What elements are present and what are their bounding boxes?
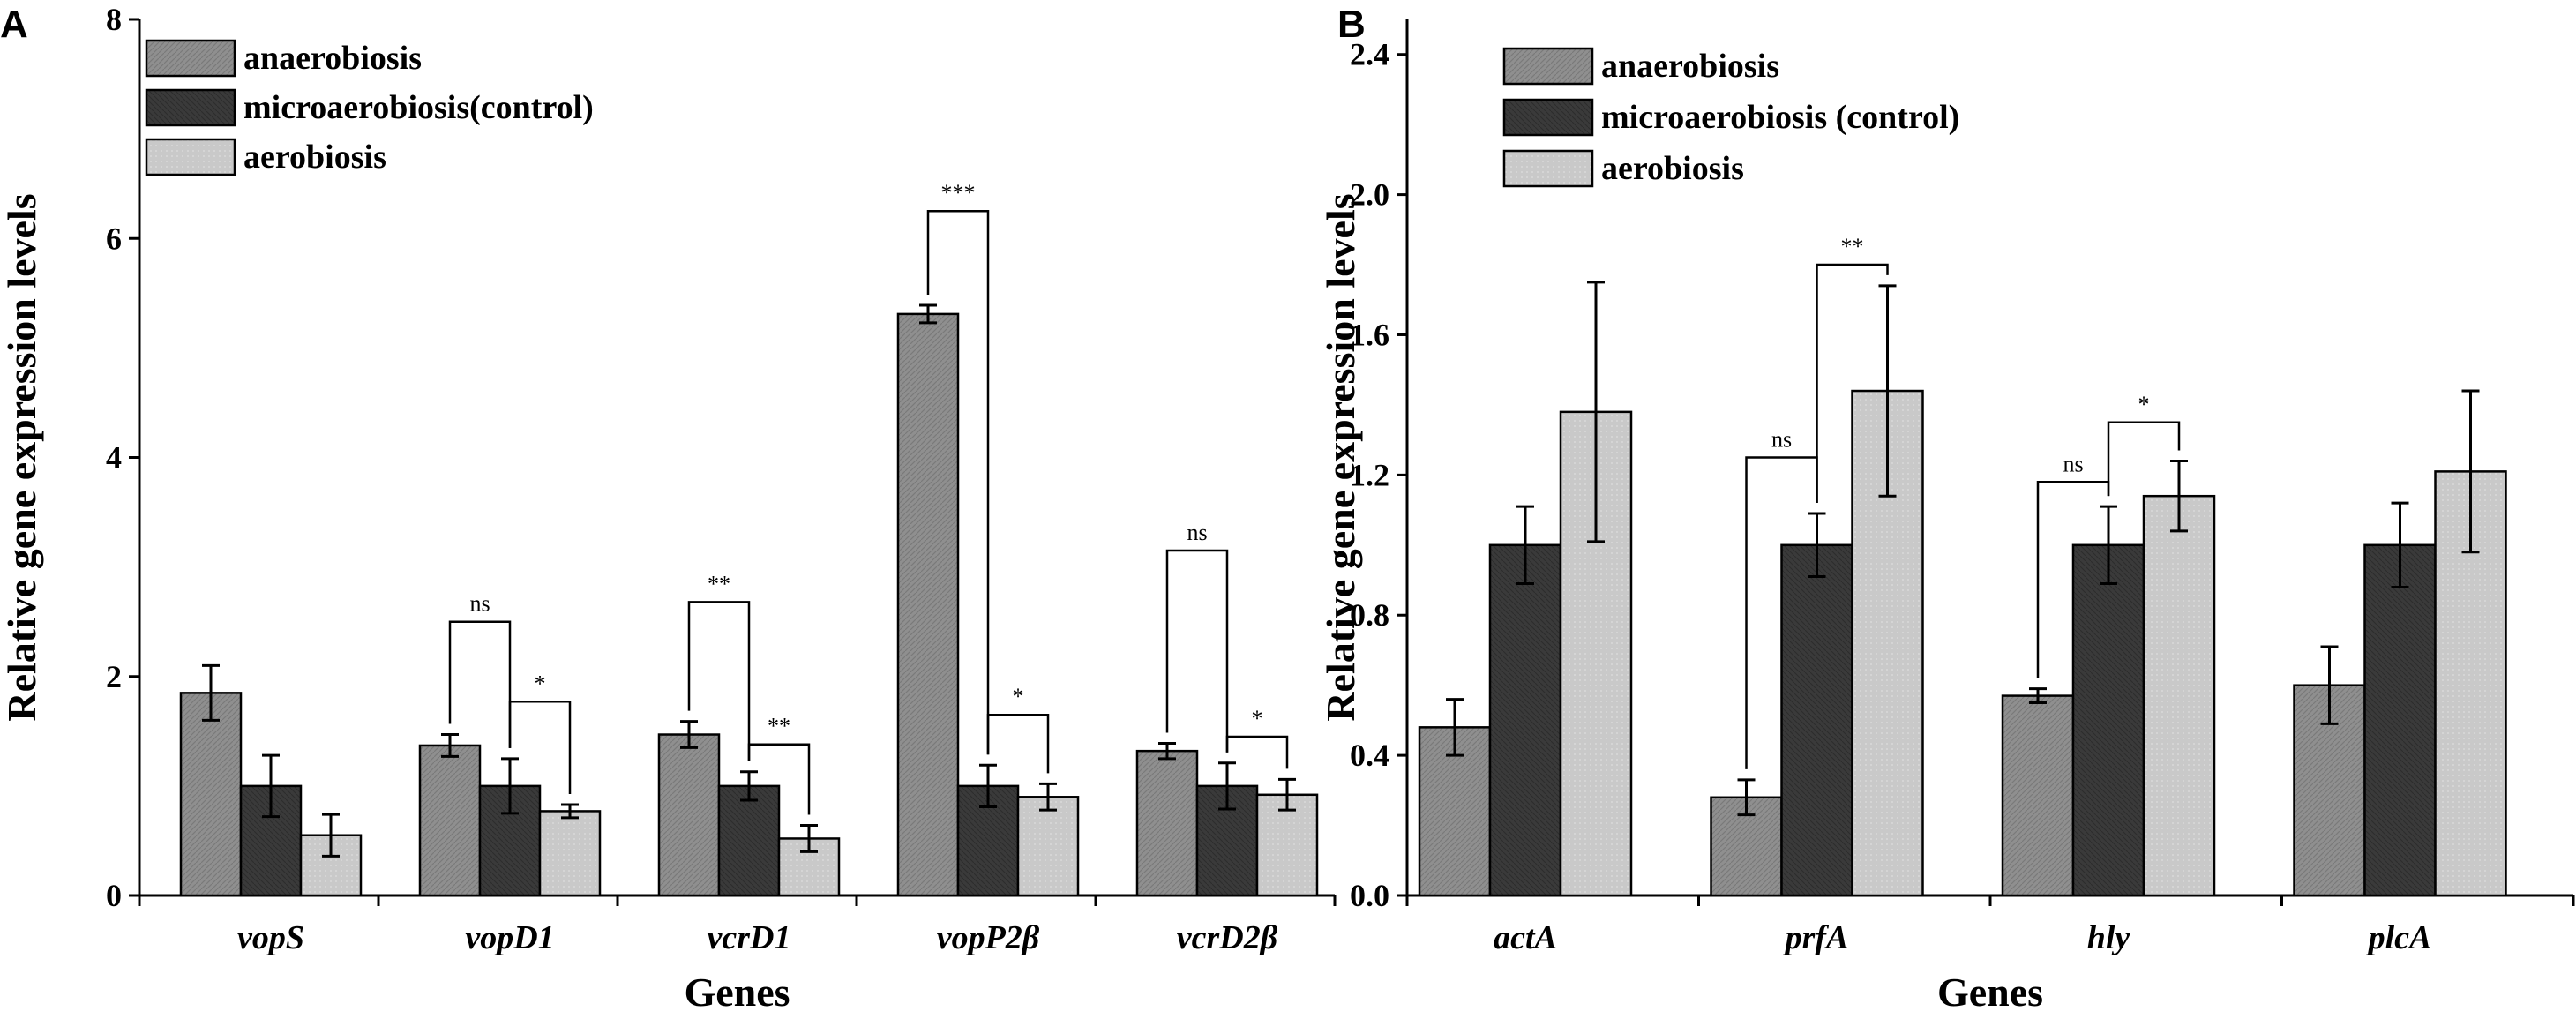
bar-anaerobiosis <box>1135 749 1199 897</box>
significance-label: * <box>1013 684 1024 709</box>
significance-bracket <box>747 743 811 815</box>
x-category-label: vcrD1 <box>708 919 791 956</box>
significance-label: ns <box>1771 427 1792 453</box>
significance-bracket <box>2107 421 2181 497</box>
panel-b-chart: B 0.0 0.4 0.8 1.2 1.6 2.0 2.4 actA prfA hly plcA ns *… <box>1318 3 2575 1015</box>
y-tick-label: 0.0 <box>1350 878 1389 913</box>
significance-label: ** <box>1841 234 1864 259</box>
y-axis-title: Relative gene expression levels <box>1318 193 1363 721</box>
x-category-label: plcA <box>2366 919 2432 956</box>
bar-anaerobiosis <box>418 744 482 897</box>
legend-swatch-microaerobiosis <box>145 88 236 127</box>
legend-label-aerobiosis: aerobiosis <box>243 139 386 176</box>
significance-bracket <box>448 620 512 748</box>
y-axis-title: Relative gene expression levels <box>0 193 44 721</box>
significance-label: ns <box>469 591 490 617</box>
panel-letter-b: B <box>1337 3 1366 46</box>
legend-label-aerobiosis: aerobiosis <box>1601 150 1744 187</box>
significance-label: *** <box>941 180 976 206</box>
bar-microaerobiosis <box>717 784 781 897</box>
significance-bracket <box>1225 735 1289 769</box>
bar-anaerobiosis <box>896 312 960 897</box>
legend-label-microaerobiosis: microaerobiosis(control) <box>243 89 594 126</box>
legend-swatch-anaerobiosis <box>145 39 236 78</box>
y-tick-label: 1.6 <box>1350 317 1389 352</box>
y-tick-label: 2.4 <box>1350 37 1389 72</box>
significance-label: ns <box>1187 520 1207 545</box>
significance-label: * <box>535 671 546 696</box>
bar-microaerobiosis <box>1488 543 1562 897</box>
significance-bracket <box>508 701 572 794</box>
y-tick-label: 1.2 <box>1350 457 1389 492</box>
legend-label-anaerobiosis: anaerobiosis <box>1601 48 1779 85</box>
legend-label-microaerobiosis: microaerobiosis (control) <box>1601 99 1959 136</box>
significance-label: ** <box>708 571 730 596</box>
legend-swatch-anaerobiosis <box>1502 47 1594 86</box>
bar-aerobiosis <box>1016 796 1080 897</box>
bar-aerobiosis <box>2142 494 2216 897</box>
legend-label-anaerobiosis: anaerobiosis <box>243 40 422 77</box>
y-tick-label: 2.0 <box>1350 177 1389 213</box>
significance-bracket <box>1165 549 1229 753</box>
y-tick-label: 0.4 <box>1350 738 1389 773</box>
bar-anaerobiosis <box>2001 694 2075 897</box>
significance-bracket <box>986 713 1050 774</box>
significance-label: * <box>1252 706 1263 731</box>
x-category-label: vcrD2β <box>1177 919 1278 956</box>
y-tick-label: 8 <box>106 2 122 37</box>
x-category-label: vopS <box>237 919 304 956</box>
legend-swatch-microaerobiosis <box>1502 98 1594 137</box>
legend-swatch-aerobiosis <box>145 138 236 176</box>
x-category-label: vopP2β <box>937 919 1040 956</box>
y-tick-label: 6 <box>106 221 122 256</box>
bar-anaerobiosis <box>179 692 243 897</box>
x-axis-title: Genes <box>1937 970 2043 1015</box>
x-category-label: vopD1 <box>465 919 554 956</box>
bar-anaerobiosis <box>657 733 721 897</box>
x-category-label: prfA <box>1783 919 1849 956</box>
y-tick-label: 0.8 <box>1350 597 1389 633</box>
bar-microaerobiosis <box>2363 543 2437 897</box>
y-tick-label: 0 <box>106 878 122 913</box>
x-category-label: hly <box>2087 919 2130 956</box>
bar-aerobiosis <box>538 810 602 897</box>
x-category-label: actA <box>1494 919 1557 956</box>
x-axis-title: Genes <box>684 970 790 1015</box>
bar-aerobiosis <box>1255 793 1319 897</box>
panel-letter-a: A <box>0 3 28 46</box>
y-tick-label: 2 <box>106 659 122 694</box>
significance-label: * <box>2138 392 2150 417</box>
significance-bracket <box>687 601 751 761</box>
significance-label: ** <box>768 714 790 739</box>
legend-swatch-aerobiosis <box>1502 149 1594 188</box>
significance-label: ns <box>2063 451 2083 476</box>
bar-microaerobiosis <box>1780 543 1853 897</box>
significance-bracket <box>1816 263 1889 504</box>
significance-bracket <box>926 209 990 755</box>
bar-microaerobiosis <box>2071 543 2145 897</box>
y-tick-label: 4 <box>106 440 122 476</box>
